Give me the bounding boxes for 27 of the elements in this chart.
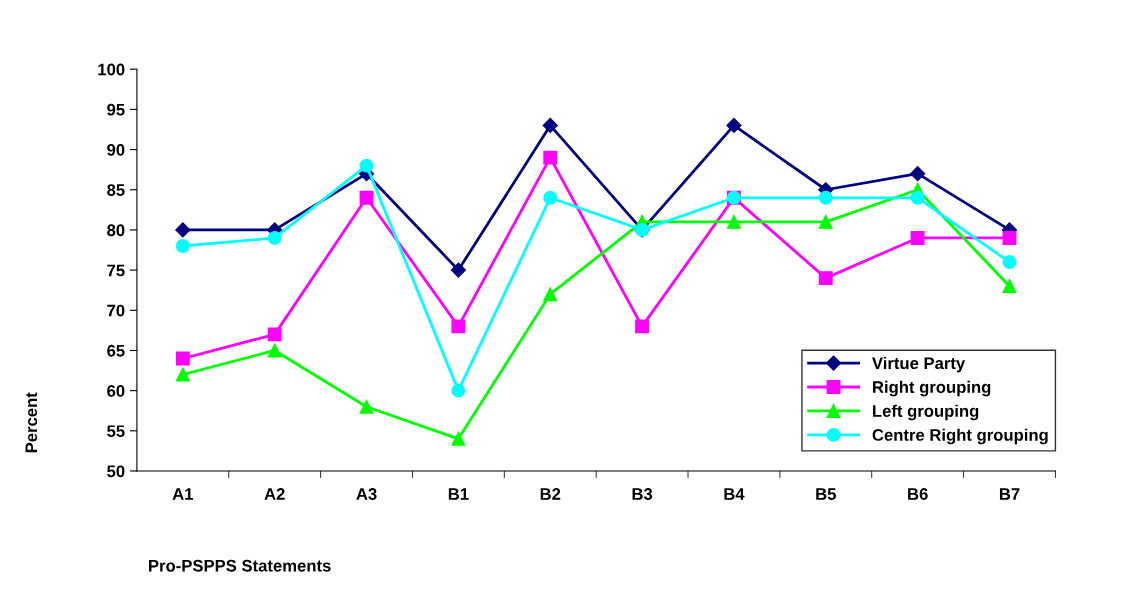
- x-axis-title: Pro-PSPPS Statements: [149, 559, 331, 572]
- x-tick-label: B2: [540, 488, 561, 500]
- y-tick-label: 65: [107, 344, 125, 357]
- x-tick-label: B6: [908, 488, 928, 500]
- legend-label: Centre Right grouping: [872, 428, 1048, 445]
- y-tick-label: 100: [98, 63, 125, 76]
- y-tick-label: 80: [107, 224, 125, 237]
- x-tick-label: B5: [816, 488, 836, 500]
- x-tick-label: A3: [356, 488, 377, 500]
- legend-label: Virtue Party: [872, 356, 966, 373]
- x-tick-label: A1: [172, 488, 194, 500]
- y-tick-label: 90: [107, 143, 125, 156]
- y-tick-label: 75: [107, 264, 125, 277]
- y-tick-label: 70: [107, 304, 125, 317]
- y-axis-title: Percent: [25, 392, 38, 453]
- x-tick-label: B3: [632, 488, 653, 500]
- x-tick-label: B7: [999, 488, 1020, 500]
- y-tick-label: 60: [107, 385, 125, 397]
- y-tick-label: 85: [107, 184, 125, 196]
- y-tick-label: 95: [107, 103, 125, 116]
- y-tick-label: 55: [107, 425, 125, 438]
- legend-label: Left grouping: [873, 404, 979, 421]
- x-tick-label: B1: [448, 488, 469, 500]
- x-tick-label: A2: [264, 488, 285, 500]
- y-tick-label: 50: [107, 465, 125, 478]
- legend-label: Right grouping: [873, 380, 991, 397]
- x-tick-label: B4: [724, 488, 745, 500]
